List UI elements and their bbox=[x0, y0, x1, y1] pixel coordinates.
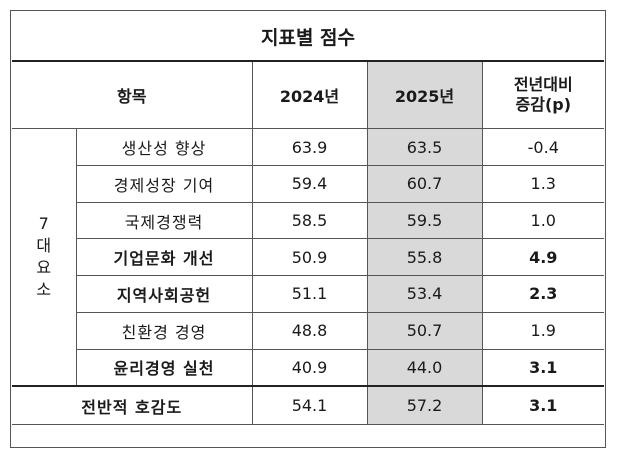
table-row: 경제성장 기여 59.4 60.7 1.3 bbox=[12, 165, 605, 203]
header-diff-line1: 전년대비 bbox=[513, 75, 573, 95]
score-table: 지표별 점수 항목 2024년 2025년 전년대비 증감(p) 7 대 요 소 생산성… bbox=[12, 12, 605, 426]
group-label-char: 소 bbox=[36, 280, 52, 300]
table-row: 지역사회공헌 51.1 53.4 2.3 bbox=[12, 275, 605, 313]
row-item: 지역사회공헌 bbox=[75, 275, 253, 313]
row-2025: 59.5 bbox=[366, 201, 483, 240]
total-item: 전반적 호감도 bbox=[12, 385, 253, 426]
row-diff: 3.1 bbox=[481, 348, 605, 387]
row-2025: 55.8 bbox=[366, 238, 483, 277]
group-label-char: 대 bbox=[36, 236, 52, 256]
header-diff-line2: 증감(p) bbox=[515, 95, 572, 115]
row-2024: 58.5 bbox=[251, 201, 368, 240]
table-title: 지표별 점수 bbox=[12, 12, 605, 63]
row-diff: 1.3 bbox=[481, 165, 605, 203]
total-row: 전반적 호감도 54.1 57.2 3.1 bbox=[12, 385, 605, 426]
header-2024: 2024년 bbox=[251, 60, 368, 130]
total-2025: 57.2 bbox=[366, 385, 483, 426]
header-2025: 2025년 bbox=[366, 60, 483, 130]
total-2024: 54.1 bbox=[251, 385, 368, 426]
row-2025: 44.0 bbox=[366, 348, 483, 387]
row-diff: 1.0 bbox=[481, 201, 605, 240]
row-item: 친환경 경영 bbox=[75, 311, 253, 350]
row-2025: 60.7 bbox=[366, 165, 483, 203]
row-item: 기업문화 개선 bbox=[75, 238, 253, 277]
group-label-char: 요 bbox=[36, 258, 52, 278]
row-2024: 59.4 bbox=[251, 165, 368, 203]
group-label-char: 7 bbox=[38, 214, 49, 234]
row-2024: 48.8 bbox=[251, 311, 368, 350]
total-diff: 3.1 bbox=[481, 385, 605, 426]
row-diff: 1.9 bbox=[481, 311, 605, 350]
row-2024: 40.9 bbox=[251, 348, 368, 387]
row-diff: 2.3 bbox=[481, 275, 605, 313]
table-row: 친환경 경영 48.8 50.7 1.9 bbox=[12, 311, 605, 350]
row-2024: 63.9 bbox=[251, 128, 368, 167]
row-2024: 50.9 bbox=[251, 238, 368, 277]
table-row: 국제경쟁력 58.5 59.5 1.0 bbox=[12, 201, 605, 240]
table-row: 7 대 요 소 생산성 향상 63.9 63.5 -0.4 bbox=[12, 128, 605, 387]
row-item: 국제경쟁력 bbox=[75, 201, 253, 240]
row-diff: 4.9 bbox=[481, 238, 605, 277]
row-diff: -0.4 bbox=[481, 128, 605, 167]
header-diff: 전년대비 증감(p) bbox=[481, 60, 605, 130]
table-row: 기업문화 개선 50.9 55.8 4.9 bbox=[12, 238, 605, 277]
table-row: 윤리경영 실천 40.9 44.0 3.1 bbox=[12, 348, 605, 387]
row-2024: 51.1 bbox=[251, 275, 368, 313]
row-item: 윤리경영 실천 bbox=[75, 348, 253, 387]
row-item: 경제성장 기여 bbox=[75, 165, 253, 203]
row-2025: 53.4 bbox=[366, 275, 483, 313]
row-2025: 63.5 bbox=[366, 128, 483, 167]
row-item: 생산성 향상 bbox=[75, 128, 253, 167]
header-item: 항목 bbox=[12, 60, 253, 130]
row-2025: 50.7 bbox=[366, 311, 483, 350]
